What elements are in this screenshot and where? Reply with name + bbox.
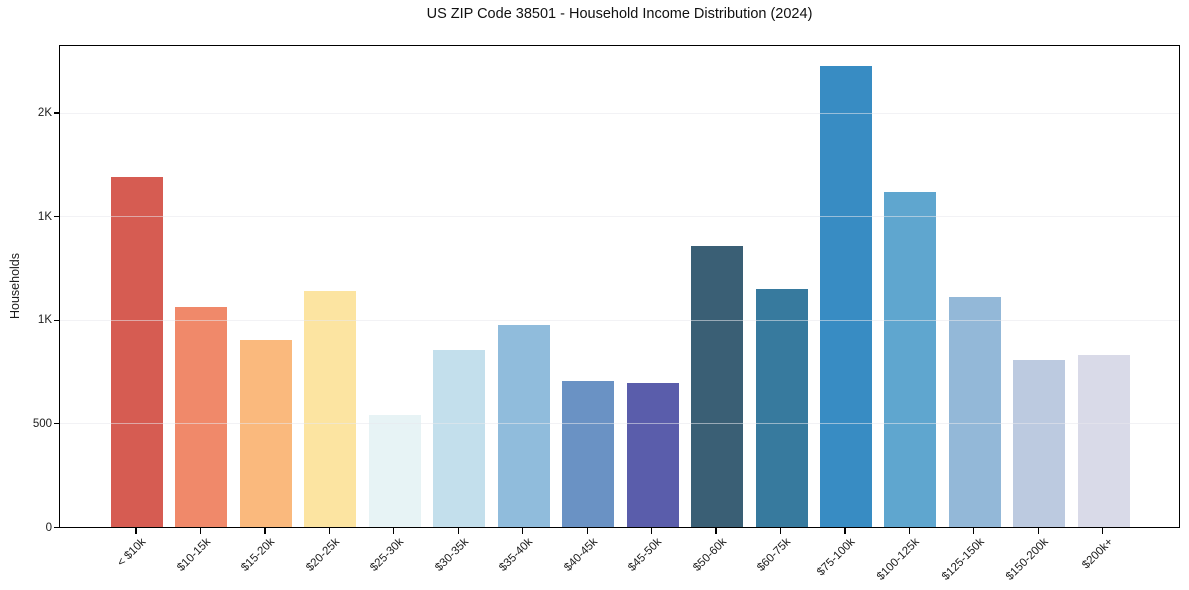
x-tick-mark <box>973 528 975 534</box>
x-tick-label: < $10k <box>115 536 149 570</box>
x-tick-mark <box>1102 528 1104 534</box>
x-tick-label: $25-30k <box>368 536 407 574</box>
x-tick-mark <box>1037 528 1039 534</box>
bar <box>948 297 1001 527</box>
x-tick-mark <box>715 528 717 534</box>
bar <box>433 350 486 527</box>
bar <box>239 339 292 527</box>
bar <box>755 289 808 527</box>
y-tick-label: 1K <box>37 314 52 327</box>
bar <box>175 306 228 527</box>
gridline <box>60 319 1179 321</box>
y-tick-mark <box>53 215 59 218</box>
x-tick-label: $150-200k <box>1003 536 1051 583</box>
bar <box>1077 355 1130 527</box>
x-tick-label: $200k+ <box>1079 536 1116 572</box>
plot-area <box>59 44 1180 528</box>
x-tick-label: $10-15k <box>175 536 213 574</box>
x-tick-mark <box>264 528 266 534</box>
x-tick-label: $40-45k <box>561 536 600 574</box>
x-tick-label: $75-100k <box>815 536 858 579</box>
x-tick-mark <box>908 528 911 534</box>
y-axis-label: Households <box>8 252 22 320</box>
y-tick-mark <box>53 423 59 425</box>
bar <box>1013 359 1066 527</box>
bar <box>497 325 550 527</box>
x-tick-mark <box>135 528 137 534</box>
x-tick-mark <box>586 528 588 534</box>
bar <box>691 245 744 527</box>
y-tick-label: 500 <box>32 417 52 430</box>
bar <box>111 177 163 527</box>
x-tick-label: $45-50k <box>626 536 665 574</box>
x-tick-mark <box>328 528 330 534</box>
x-tick-label: $50-60k <box>690 536 729 574</box>
x-tick-label: $20-25k <box>303 536 342 574</box>
chart-title: US ZIP Code 38501 - Household Income Dis… <box>426 6 813 22</box>
bar <box>626 383 679 527</box>
y-tick-label: 1K <box>37 210 52 223</box>
x-tick-label: $15-20k <box>239 536 278 574</box>
y-tick-mark <box>53 319 59 321</box>
x-tick-mark <box>779 528 782 534</box>
gridline <box>60 112 1179 114</box>
bar <box>368 414 421 527</box>
y-tick-label: 0 <box>45 521 52 534</box>
bar <box>304 291 357 527</box>
y-tick-label: 2K <box>37 106 52 119</box>
y-tick-mark <box>53 526 59 529</box>
x-tick-mark <box>844 528 846 534</box>
x-tick-label: $100-125k <box>874 536 922 583</box>
x-tick-mark <box>522 528 524 534</box>
x-tick-mark <box>650 528 653 534</box>
x-tick-mark <box>457 528 459 534</box>
bar <box>884 191 937 527</box>
y-tick-mark <box>53 112 59 114</box>
x-tick-mark <box>199 528 202 534</box>
x-tick-mark <box>393 528 395 534</box>
x-tick-label: $35-40k <box>497 536 536 574</box>
bar <box>562 381 615 527</box>
gridline <box>60 423 1179 425</box>
x-tick-label: $125-150k <box>939 536 987 583</box>
gridline <box>60 216 1179 218</box>
bar <box>819 66 872 527</box>
x-tick-label: $60-75k <box>755 536 793 574</box>
x-tick-label: $30-35k <box>432 536 471 574</box>
